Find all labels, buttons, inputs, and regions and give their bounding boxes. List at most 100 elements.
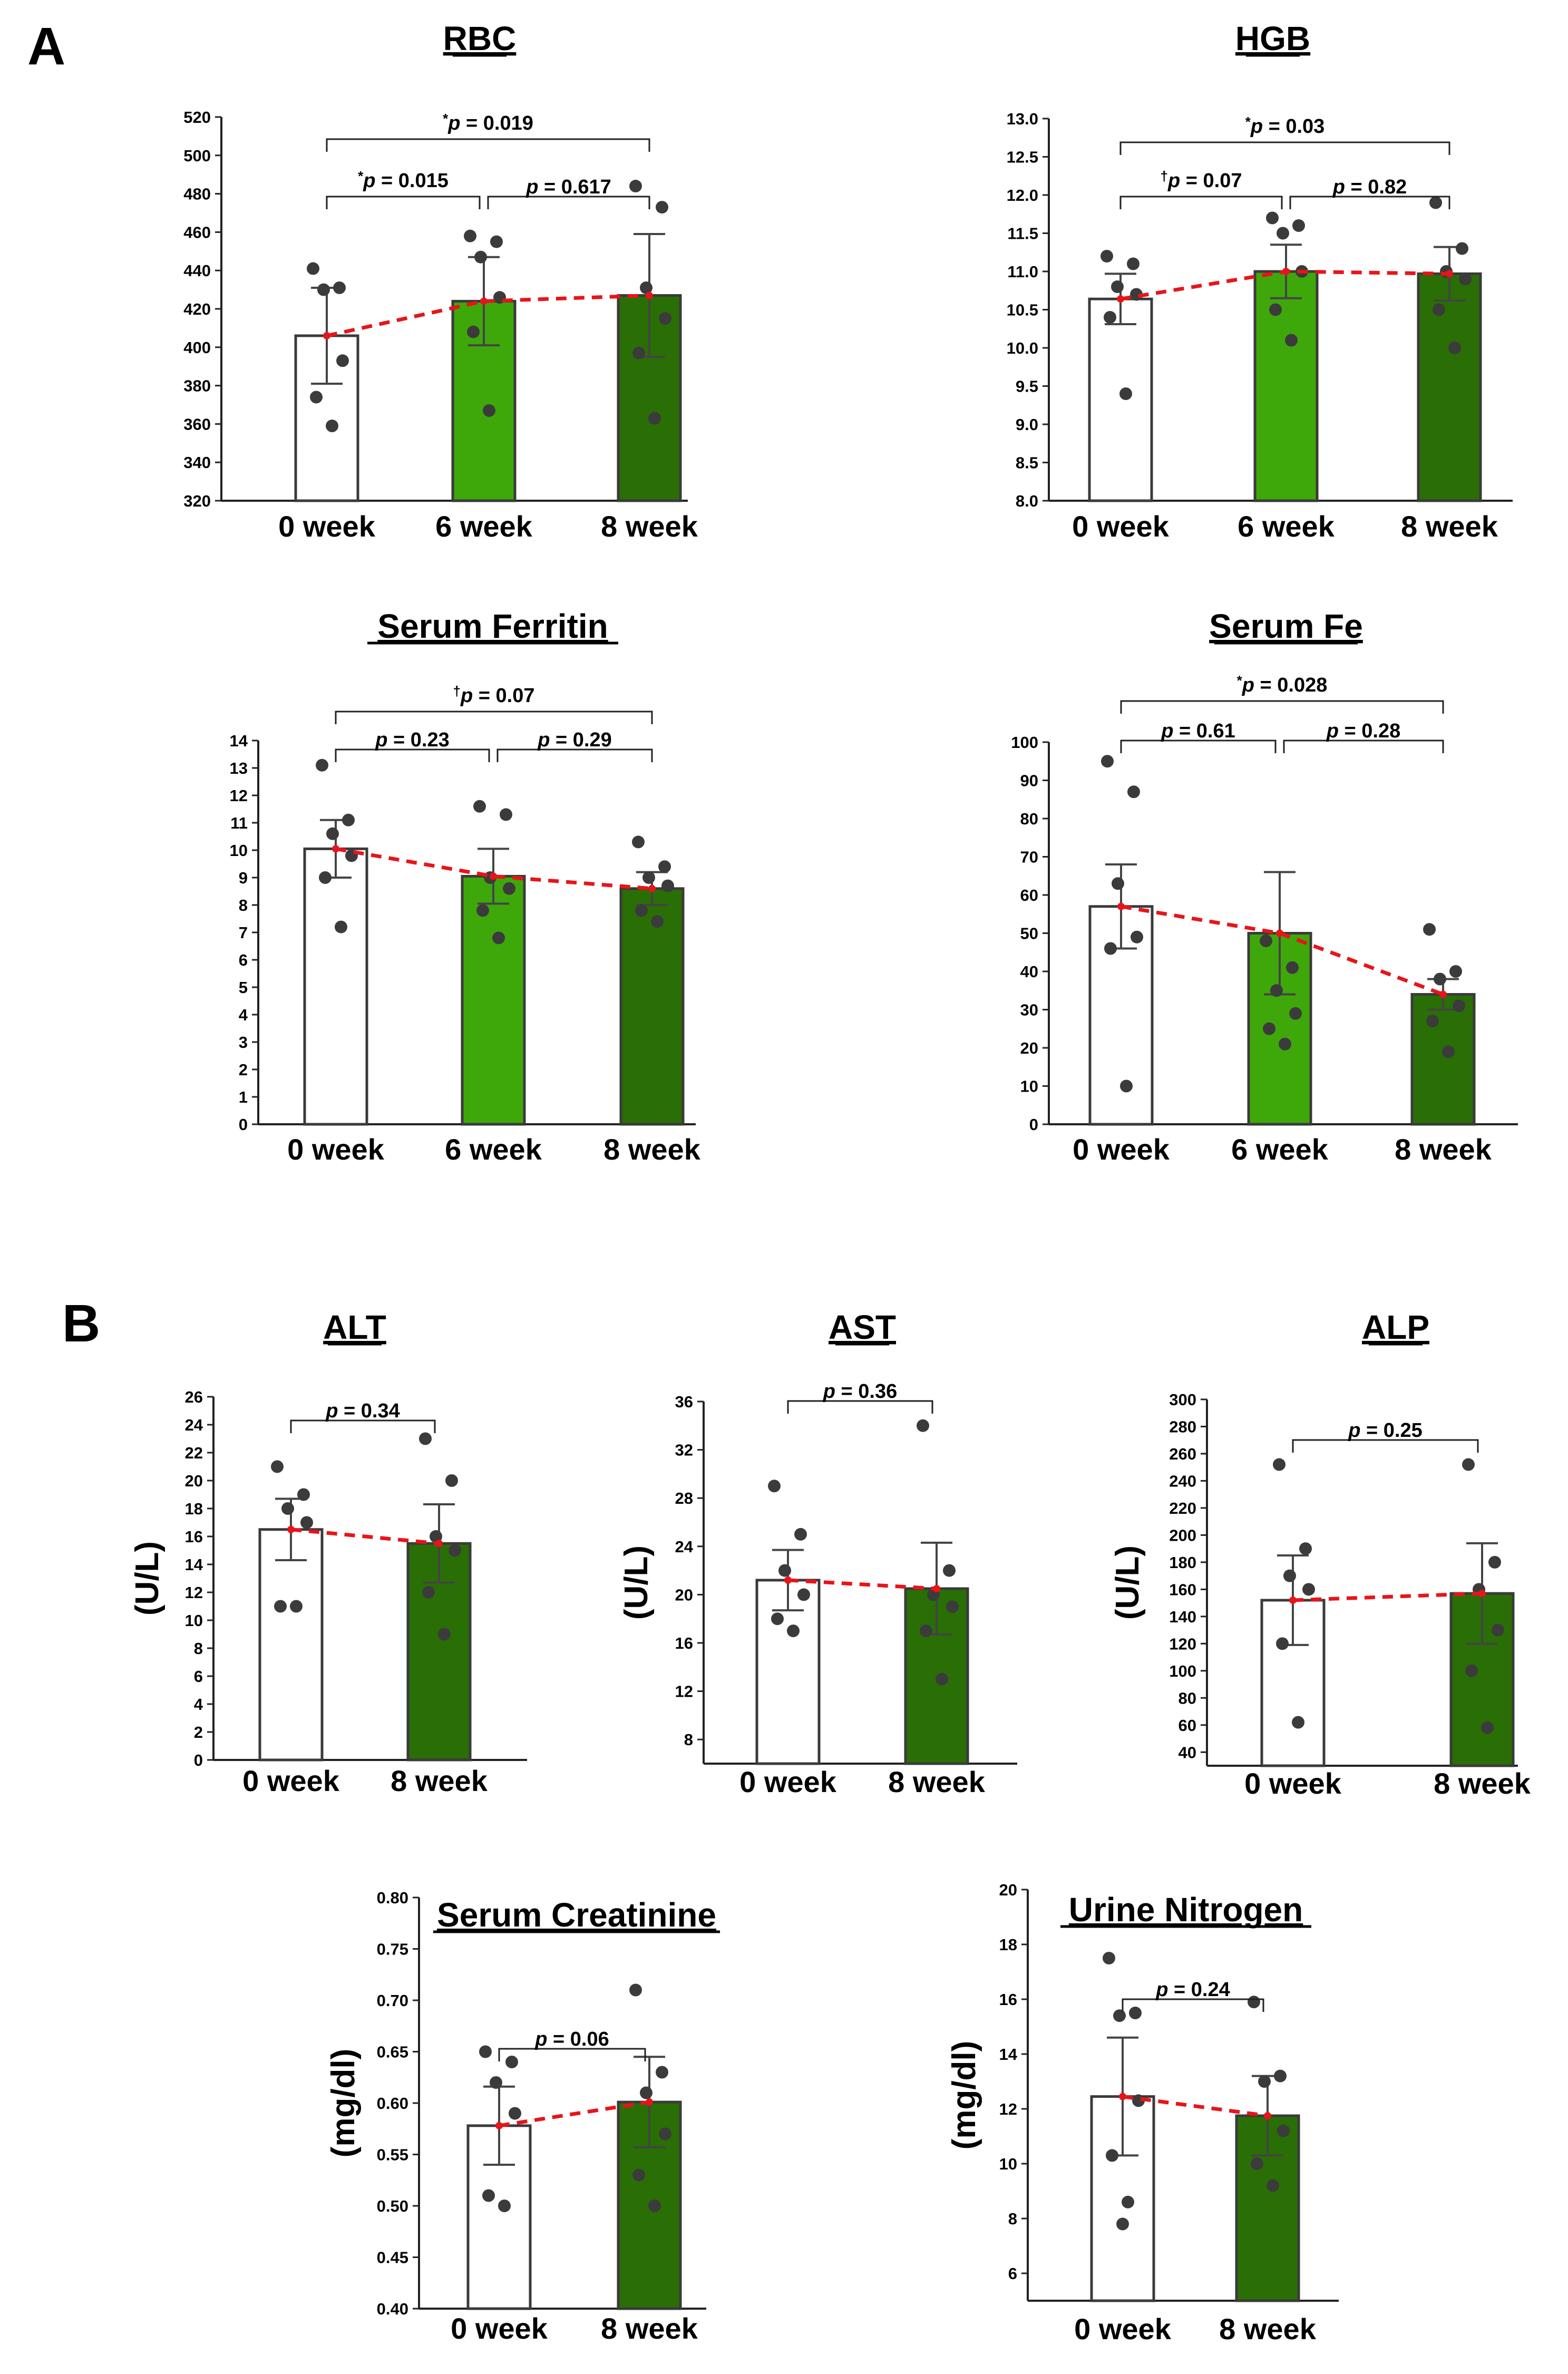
p-symbol: p [534, 2028, 547, 2050]
y-tick-label: 100 [1011, 733, 1038, 752]
y-tick-label: 10 [185, 1611, 203, 1630]
y-tick-label: 0.50 [377, 2197, 408, 2215]
y-tick-label: 0.65 [377, 2043, 408, 2061]
data-point [326, 420, 338, 433]
y-tick-label: 13.0 [1007, 110, 1038, 128]
data-point [651, 915, 664, 928]
data-point [464, 229, 476, 242]
p-symbol: p [537, 729, 550, 751]
y-tick-label: 22 [185, 1444, 203, 1462]
data-point [479, 2045, 492, 2058]
significance-bracket [1120, 700, 1444, 714]
trend-marker [1446, 270, 1453, 278]
data-point [632, 835, 645, 849]
y-axis-label: (mg/dl) [946, 2041, 982, 2150]
y-tick-label: 40 [1179, 1743, 1196, 1762]
y-tick-label: 0.55 [377, 2146, 408, 2164]
p-value: = 0.34 [338, 1400, 400, 1422]
data-point [482, 2189, 495, 2202]
y-tick-label: 320 [183, 492, 211, 510]
significance-bracket [1292, 1439, 1479, 1453]
significance-mark: † [1161, 168, 1168, 184]
y-tick-label: 8 [239, 896, 248, 914]
y-tick-label: 28 [675, 1489, 693, 1507]
p-value-label: p = 0.82 [1332, 176, 1407, 198]
y-tick-label: 20 [999, 1881, 1017, 1899]
data-point [483, 404, 495, 417]
y-tick-label: 90 [1020, 772, 1038, 790]
data-point [300, 1516, 313, 1529]
p-value-label: *p = 0.03 [1245, 114, 1325, 138]
trend-marker [287, 1525, 295, 1533]
y-tick-label: 9.5 [1016, 377, 1038, 396]
data-point [319, 871, 332, 884]
p-value: = 0.06 [547, 2028, 609, 2050]
data-point [1285, 334, 1298, 347]
p-value: = 0.07 [1180, 170, 1242, 192]
data-point [656, 201, 668, 214]
y-tick-label: 24 [185, 1416, 203, 1434]
data-point [917, 1419, 929, 1432]
data-point [1302, 1583, 1315, 1596]
y-tick-label: 26 [185, 1388, 203, 1406]
trend-marker [490, 872, 497, 880]
data-point [317, 283, 330, 296]
x-category-label: 0 week [278, 510, 376, 543]
p-symbol: p [447, 112, 460, 134]
trend-line [1121, 904, 1444, 996]
p-symbol: p [1326, 720, 1339, 742]
significance-mark: * [1245, 114, 1251, 130]
trend-marker [784, 1576, 792, 1584]
x-category-label: 6 week [1238, 510, 1335, 543]
y-tick-label: 12 [675, 1682, 693, 1701]
significance-bracket [335, 748, 490, 762]
y-tick-label: 520 [183, 108, 211, 127]
y-tick-label: 2 [194, 1723, 203, 1741]
y-tick-label: 20 [1020, 1039, 1038, 1057]
trend-marker [495, 2122, 503, 2129]
significance-bracket [1283, 740, 1444, 753]
y-tick-label: 4 [239, 1006, 248, 1024]
y-tick-label: 30 [1020, 1001, 1038, 1019]
y-tick-label: 260 [1169, 1445, 1196, 1463]
data-point [659, 2127, 671, 2141]
y-tick-label: 20 [185, 1472, 203, 1490]
data-point [1292, 219, 1305, 232]
y-tick-label: 6 [1008, 2264, 1017, 2283]
p-value: = 0.015 [375, 170, 448, 192]
p-value-label: p = 0.29 [537, 729, 611, 751]
data-point [490, 2076, 502, 2089]
y-tick-label: 420 [183, 300, 211, 318]
p-value-label: *p = 0.019 [443, 111, 533, 134]
p-symbol: p [375, 729, 387, 751]
data-point [1127, 257, 1140, 270]
y-tick-label: 7 [239, 923, 248, 942]
bar-week0 [303, 847, 368, 1126]
y-tick-label: 3 [239, 1033, 248, 1052]
y-tick-label: 10.0 [1007, 339, 1038, 357]
y-tick-label: 4 [194, 1695, 203, 1714]
x-category-label: 8 week [1401, 510, 1498, 543]
data-point [920, 1624, 932, 1638]
y-tick-label: 0.45 [377, 2249, 408, 2267]
y-tick-label: 380 [183, 377, 211, 395]
trend-marker [1282, 268, 1290, 275]
data-point [430, 1530, 442, 1543]
data-point [1276, 1637, 1289, 1650]
x-category-label: 0 week [1244, 1767, 1342, 1800]
y-tick-label: 500 [183, 147, 211, 165]
p-value-label: *p = 0.028 [1237, 673, 1328, 696]
p-value: = 0.23 [387, 729, 449, 751]
y-tick-label: 0 [194, 1751, 203, 1769]
y-tick-label: 11.0 [1007, 262, 1038, 281]
p-value-label: p = 0.23 [375, 729, 449, 751]
y-tick-label: 0 [239, 1115, 248, 1134]
data-point [794, 1527, 807, 1541]
data-point [1112, 877, 1124, 890]
trend-marker [1478, 1590, 1486, 1598]
data-point [1122, 2195, 1134, 2208]
data-point [333, 281, 346, 294]
y-tick-label: 220 [1169, 1499, 1196, 1517]
chart-hgb: HGB 8.0 8.5 9.0 9.5 10.0 10.5 11.0 11.5 12.0 12.5 1… [1007, 20, 1513, 543]
